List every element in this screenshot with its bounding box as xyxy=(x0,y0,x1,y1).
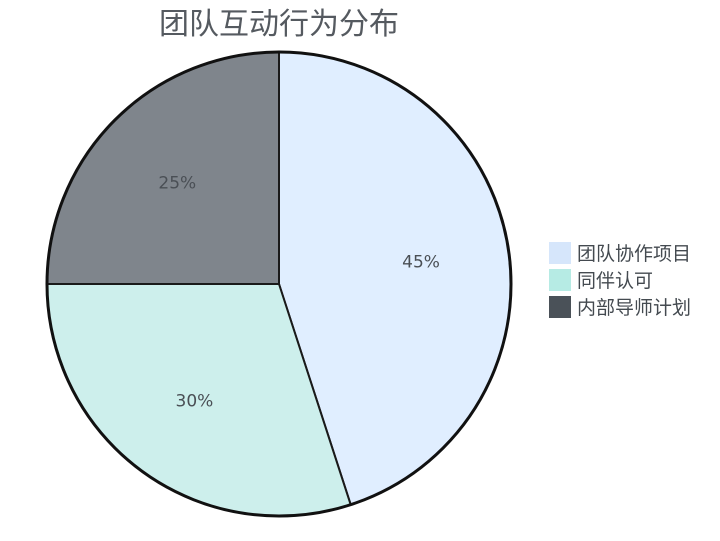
legend-swatch-1 xyxy=(549,242,571,264)
legend-label-3: 内部导师计划 xyxy=(577,297,691,319)
chart-title: 团队互动行为分布 xyxy=(159,7,399,42)
pie-slice-label-1: 45% xyxy=(402,252,440,272)
pie-outline xyxy=(45,50,513,518)
legend-label-1: 团队协作项目 xyxy=(577,243,691,265)
pie-slice-label-3: 25% xyxy=(158,173,196,193)
pie-slices xyxy=(45,50,513,518)
legend-swatch-3 xyxy=(549,296,571,318)
pie-labels: 45% 30% 25% xyxy=(158,173,440,411)
pie-slice-3 xyxy=(45,50,280,285)
pie-slice-label-2: 30% xyxy=(176,391,214,411)
legend-label-2: 同伴认可 xyxy=(577,270,653,292)
legend-swatch-2 xyxy=(549,269,571,291)
